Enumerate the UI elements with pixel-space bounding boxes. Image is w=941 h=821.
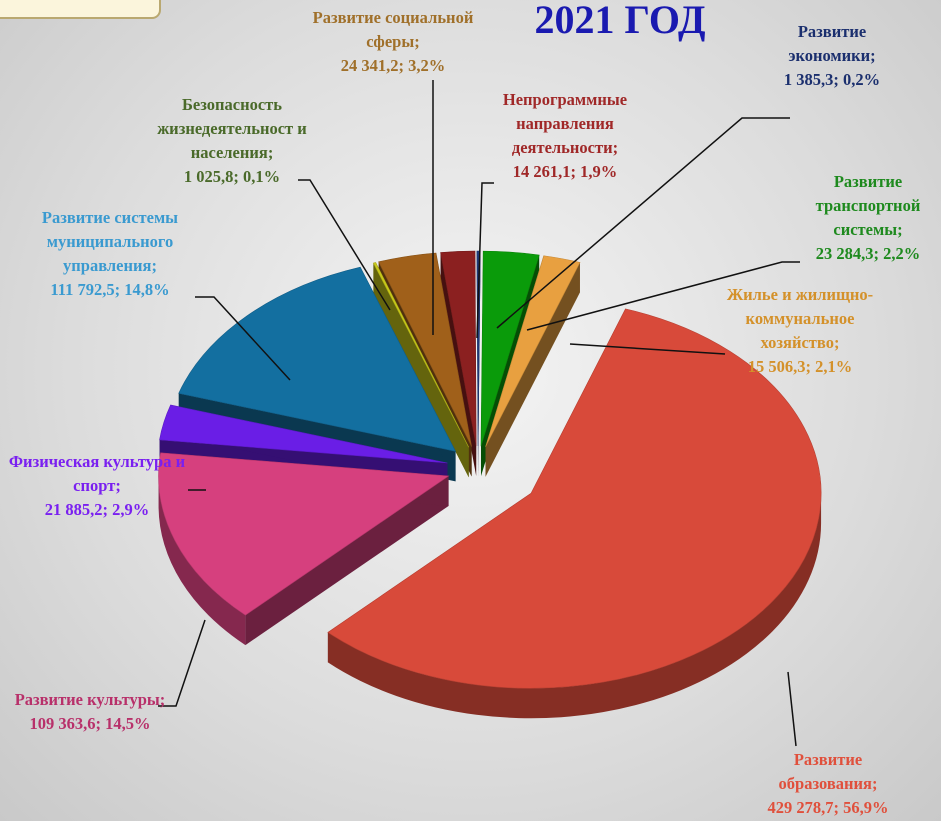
slice-side xyxy=(245,475,449,646)
slice-label: Развитие транспортной системы; 23 284,3; … xyxy=(793,170,941,266)
slice-label: Безопасность жизнедеятельност и населени… xyxy=(145,93,320,189)
leader-line xyxy=(195,296,291,381)
leader-line xyxy=(496,117,790,329)
leader-line xyxy=(787,671,797,747)
slice xyxy=(372,262,469,448)
corner-badge xyxy=(0,0,161,19)
leader-line xyxy=(158,619,206,707)
slice-name: Развитие транспортной системы; xyxy=(815,172,921,239)
slice-wall xyxy=(158,475,246,646)
slice xyxy=(440,250,477,447)
chart-title: 2021 ГОД xyxy=(534,0,706,42)
leader-line xyxy=(298,179,391,311)
slice-side xyxy=(375,262,469,478)
slice-label: Развитие экономики; 1 385,3; 0,2% xyxy=(757,20,907,92)
slice-name: Физическая культура и спорт; xyxy=(8,452,186,495)
slice-name: Безопасность жизнедеятельност и населени… xyxy=(157,95,307,162)
slice-name: Развитие экономики; xyxy=(788,22,876,65)
slice-value: 1 025,8; 0,1% xyxy=(183,167,281,186)
slice-name: Непрограммные направления деятельности; xyxy=(502,90,628,157)
slice-label: Развитие системы муниципального управлен… xyxy=(5,206,215,302)
slice xyxy=(480,250,540,447)
slice xyxy=(485,255,581,447)
slice-value: 24 341,2; 3,2% xyxy=(340,56,446,75)
slice-value: 111 792,5; 14,8% xyxy=(50,280,170,299)
slice-value: 429 278,7; 56,9% xyxy=(767,798,889,817)
slice xyxy=(378,252,472,447)
slice-label: Физическая культура и спорт; 21 885,2; 2,… xyxy=(0,450,197,522)
slice xyxy=(327,308,822,689)
slice-value: 1 385,3; 0,2% xyxy=(783,70,881,89)
slice-name: Развитие образования; xyxy=(778,750,878,793)
slice-label: Непрограммные направления деятельности; 1… xyxy=(480,88,650,184)
slice xyxy=(158,452,450,616)
slice-value: 15 506,3; 2,1% xyxy=(747,357,853,376)
leader-line xyxy=(476,182,494,339)
slice-name: Развитие культуры; xyxy=(14,690,166,709)
slice-label: Жилье и жилищно-коммунальное хозяйство; 1… xyxy=(720,283,880,379)
leader-line xyxy=(569,343,726,355)
slice xyxy=(178,266,457,452)
slice-value: 23 284,3; 2,2% xyxy=(815,244,921,263)
slice-label: Развитие культуры; 109 363,6; 14,5% xyxy=(5,688,175,736)
slice-label: Развитие образования; 429 278,7; 56,9% xyxy=(743,748,913,820)
slice-name: Развитие системы муниципального управлен… xyxy=(41,208,179,275)
slice xyxy=(159,404,448,464)
slice-value: 21 885,2; 2,9% xyxy=(44,500,150,519)
slice-label: Развитие социальной сферы; 24 341,2; 3,2% xyxy=(286,6,501,78)
slice-value: 109 363,6; 14,5% xyxy=(29,714,151,733)
slice-value: 14 261,1; 1,9% xyxy=(512,162,618,181)
slice-name: Жилье и жилищно-коммунальное хозяйство; xyxy=(726,285,874,352)
slice-side xyxy=(440,252,477,477)
slice-side xyxy=(485,262,580,477)
leader-line xyxy=(526,261,800,331)
slice-name: Развитие социальной сферы; xyxy=(312,8,474,51)
slice-wall xyxy=(327,493,822,719)
